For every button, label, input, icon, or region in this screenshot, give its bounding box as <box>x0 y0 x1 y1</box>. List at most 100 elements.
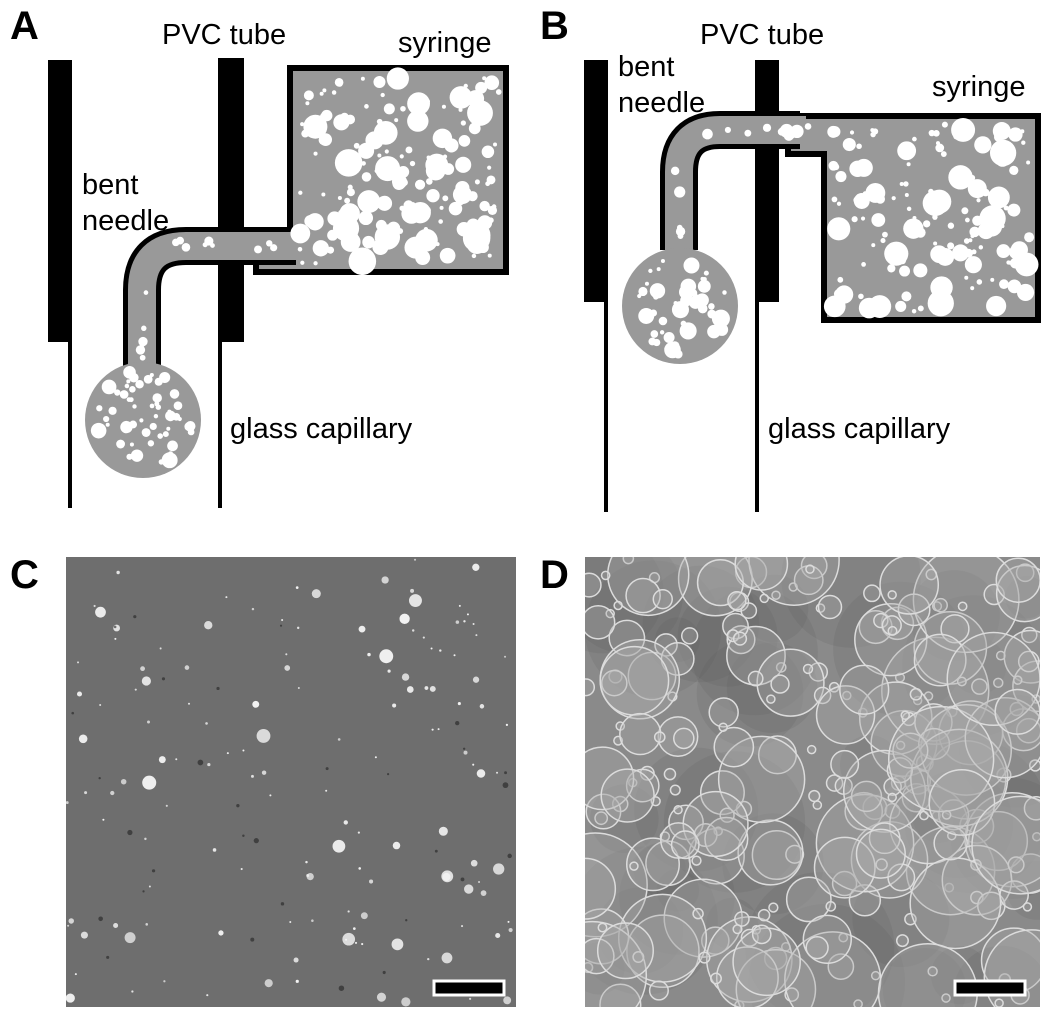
vesicle <box>120 778 127 785</box>
vesicle <box>719 807 735 823</box>
vesicle <box>994 688 1040 735</box>
vesicle <box>439 649 442 652</box>
dark-spot <box>280 902 285 906</box>
vesicle <box>933 597 948 613</box>
vesicle <box>76 691 83 697</box>
vesicle <box>842 749 927 833</box>
bubble <box>129 386 136 393</box>
bubble <box>648 268 653 274</box>
vesicle <box>613 600 623 611</box>
bubble <box>1010 241 1028 259</box>
bubble <box>941 121 948 128</box>
label-bent-a: bent <box>82 169 139 201</box>
vesicle <box>187 702 191 705</box>
bubble <box>303 90 314 101</box>
shadow <box>902 595 1040 738</box>
bubble <box>143 374 153 384</box>
vesicle <box>713 726 755 768</box>
bubble <box>438 219 443 224</box>
bubble <box>409 160 416 167</box>
bubble <box>1007 279 1022 294</box>
bubble <box>976 198 981 203</box>
bubble <box>105 422 110 427</box>
dark-spot <box>71 711 75 715</box>
vesicle <box>369 879 374 884</box>
bubble <box>697 279 711 293</box>
bubble <box>638 286 648 297</box>
bubble <box>927 290 954 317</box>
vesicle <box>917 727 951 761</box>
setup-diagram <box>48 58 1041 512</box>
bubble <box>366 150 374 158</box>
bubble <box>139 354 146 361</box>
scale-bar-d <box>953 979 1027 997</box>
vesicle <box>995 557 1040 603</box>
bubble <box>169 389 180 399</box>
vesicle <box>357 831 360 834</box>
bubble <box>114 389 121 396</box>
panel-b-diagram <box>584 60 1041 512</box>
vesicle <box>870 970 881 981</box>
vesicle <box>252 700 260 708</box>
vesicle <box>360 912 368 920</box>
bubble <box>373 76 386 89</box>
vesicle <box>295 979 299 983</box>
panel-label-c: C <box>10 553 39 597</box>
shadow <box>882 947 967 1007</box>
bubble <box>899 182 904 187</box>
dark-spot <box>142 890 145 893</box>
bubble <box>933 241 938 246</box>
vesicle <box>585 857 617 920</box>
vesicle <box>114 637 117 640</box>
vesicle <box>470 859 478 867</box>
bubble <box>860 216 866 221</box>
vesicle <box>692 907 704 920</box>
vesicle <box>653 731 666 743</box>
vesicle <box>812 800 823 810</box>
bubble <box>849 130 855 135</box>
vesicle <box>242 749 245 752</box>
vesicle <box>406 686 414 693</box>
vesicle <box>808 789 821 803</box>
vesicle <box>218 930 224 936</box>
vesicle <box>84 791 88 795</box>
bubble <box>477 108 482 113</box>
vesicle <box>887 590 897 600</box>
dark-spot <box>216 686 220 691</box>
vesicle <box>927 966 938 977</box>
vesicle <box>458 604 461 607</box>
bubble <box>181 242 191 252</box>
vesicle <box>594 811 609 826</box>
bubble <box>870 131 876 138</box>
dark-spot <box>98 916 103 922</box>
bubble <box>964 217 970 223</box>
vesicle <box>928 769 996 836</box>
bubble <box>449 86 473 109</box>
bubble <box>423 206 431 215</box>
vesicle <box>431 728 434 731</box>
vesicle <box>853 999 863 1007</box>
bubble <box>409 101 415 107</box>
bubble <box>964 256 982 274</box>
vesicle <box>983 583 1005 606</box>
bubble <box>649 289 655 294</box>
vesicle <box>854 602 928 677</box>
bubble <box>659 316 666 323</box>
vesicle <box>289 921 292 924</box>
bubble <box>970 286 975 291</box>
vesicle <box>204 621 213 630</box>
dark-spot <box>127 829 133 836</box>
vesicle <box>472 763 475 766</box>
bubble <box>300 260 305 265</box>
capillary-line-left-a <box>68 340 72 508</box>
bubble <box>135 380 144 389</box>
bubble <box>1003 205 1009 211</box>
bubble <box>871 243 876 248</box>
bubble <box>204 236 214 246</box>
bubble <box>928 188 934 195</box>
vesicle <box>1003 629 1040 684</box>
bubble <box>313 261 318 266</box>
bubble <box>319 91 324 96</box>
bubble <box>475 81 488 94</box>
bubble <box>702 128 713 140</box>
